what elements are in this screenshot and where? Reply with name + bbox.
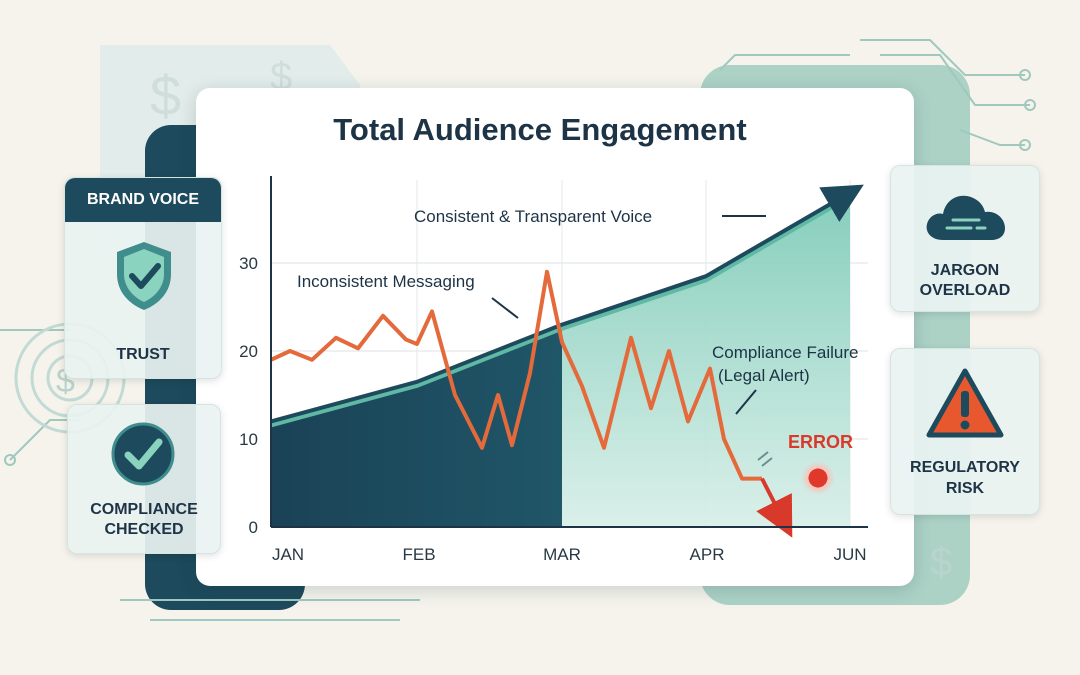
annotation-legal-alert: (Legal Alert) [718,366,810,385]
compliance-checked-panel: COMPLIANCE CHECKED [67,404,221,554]
check-circle-icon [111,422,175,486]
area-consistent-voice-dark [271,324,562,527]
cloud-icon [926,195,1005,240]
regulatory-label-line2: RISK [945,480,985,497]
circuit-icon [0,39,1036,621]
compliance-label-line1: COMPLIANCE [90,501,198,518]
x-tick-label: JAN [272,545,304,564]
shield-check-icon [117,242,171,310]
dollar-icon: $ [930,540,952,584]
y-tick-label: 0 [249,518,258,537]
x-tick-label: APR [690,545,725,564]
line-compliance-drop [756,477,793,538]
annotation-inconsistent-leader [491,297,519,319]
line-inconsistent-messaging [270,269,762,481]
compliance-label-line2: CHECKED [104,521,184,538]
error-dot-icon [801,461,835,495]
x-tick-label: JUN [833,545,866,564]
trust-label: TRUST [116,346,170,363]
error-label: ERROR [788,432,853,452]
annotation-compliance-leader [735,389,757,415]
regulatory-label-line1: REGULATORY [910,459,1020,476]
brand-voice-header: BRAND VOICE [65,178,221,222]
x-tick-label: MAR [543,545,581,564]
annotation-compliance-failure: Compliance Failure [712,343,858,362]
annotation-inconsistent-messaging: Inconsistent Messaging [297,272,475,291]
warning-triangle-icon [926,368,1004,438]
y-tick-label: 20 [239,342,258,361]
jargon-overload-panel: JARGON OVERLOAD [890,165,1040,312]
brand-voice-panel: BRAND VOICE TRUST [64,177,222,379]
line-consistent-voice-highlight [270,193,852,428]
jargon-label-line2: OVERLOAD [919,282,1011,299]
regulatory-risk-panel: REGULATORY RISK [890,348,1040,515]
y-tick-label: 10 [239,430,258,449]
dollar-icon: $ [150,64,181,127]
x-tick-label: FEB [402,545,435,564]
y-tick-label: 30 [239,254,258,273]
annotation-consistent-voice: Consistent & Transparent Voice [414,207,652,226]
error-spark-icon [757,451,773,467]
chart-title: Total Audience Engagement [333,112,747,147]
jargon-label-line1: JARGON [930,262,1000,279]
